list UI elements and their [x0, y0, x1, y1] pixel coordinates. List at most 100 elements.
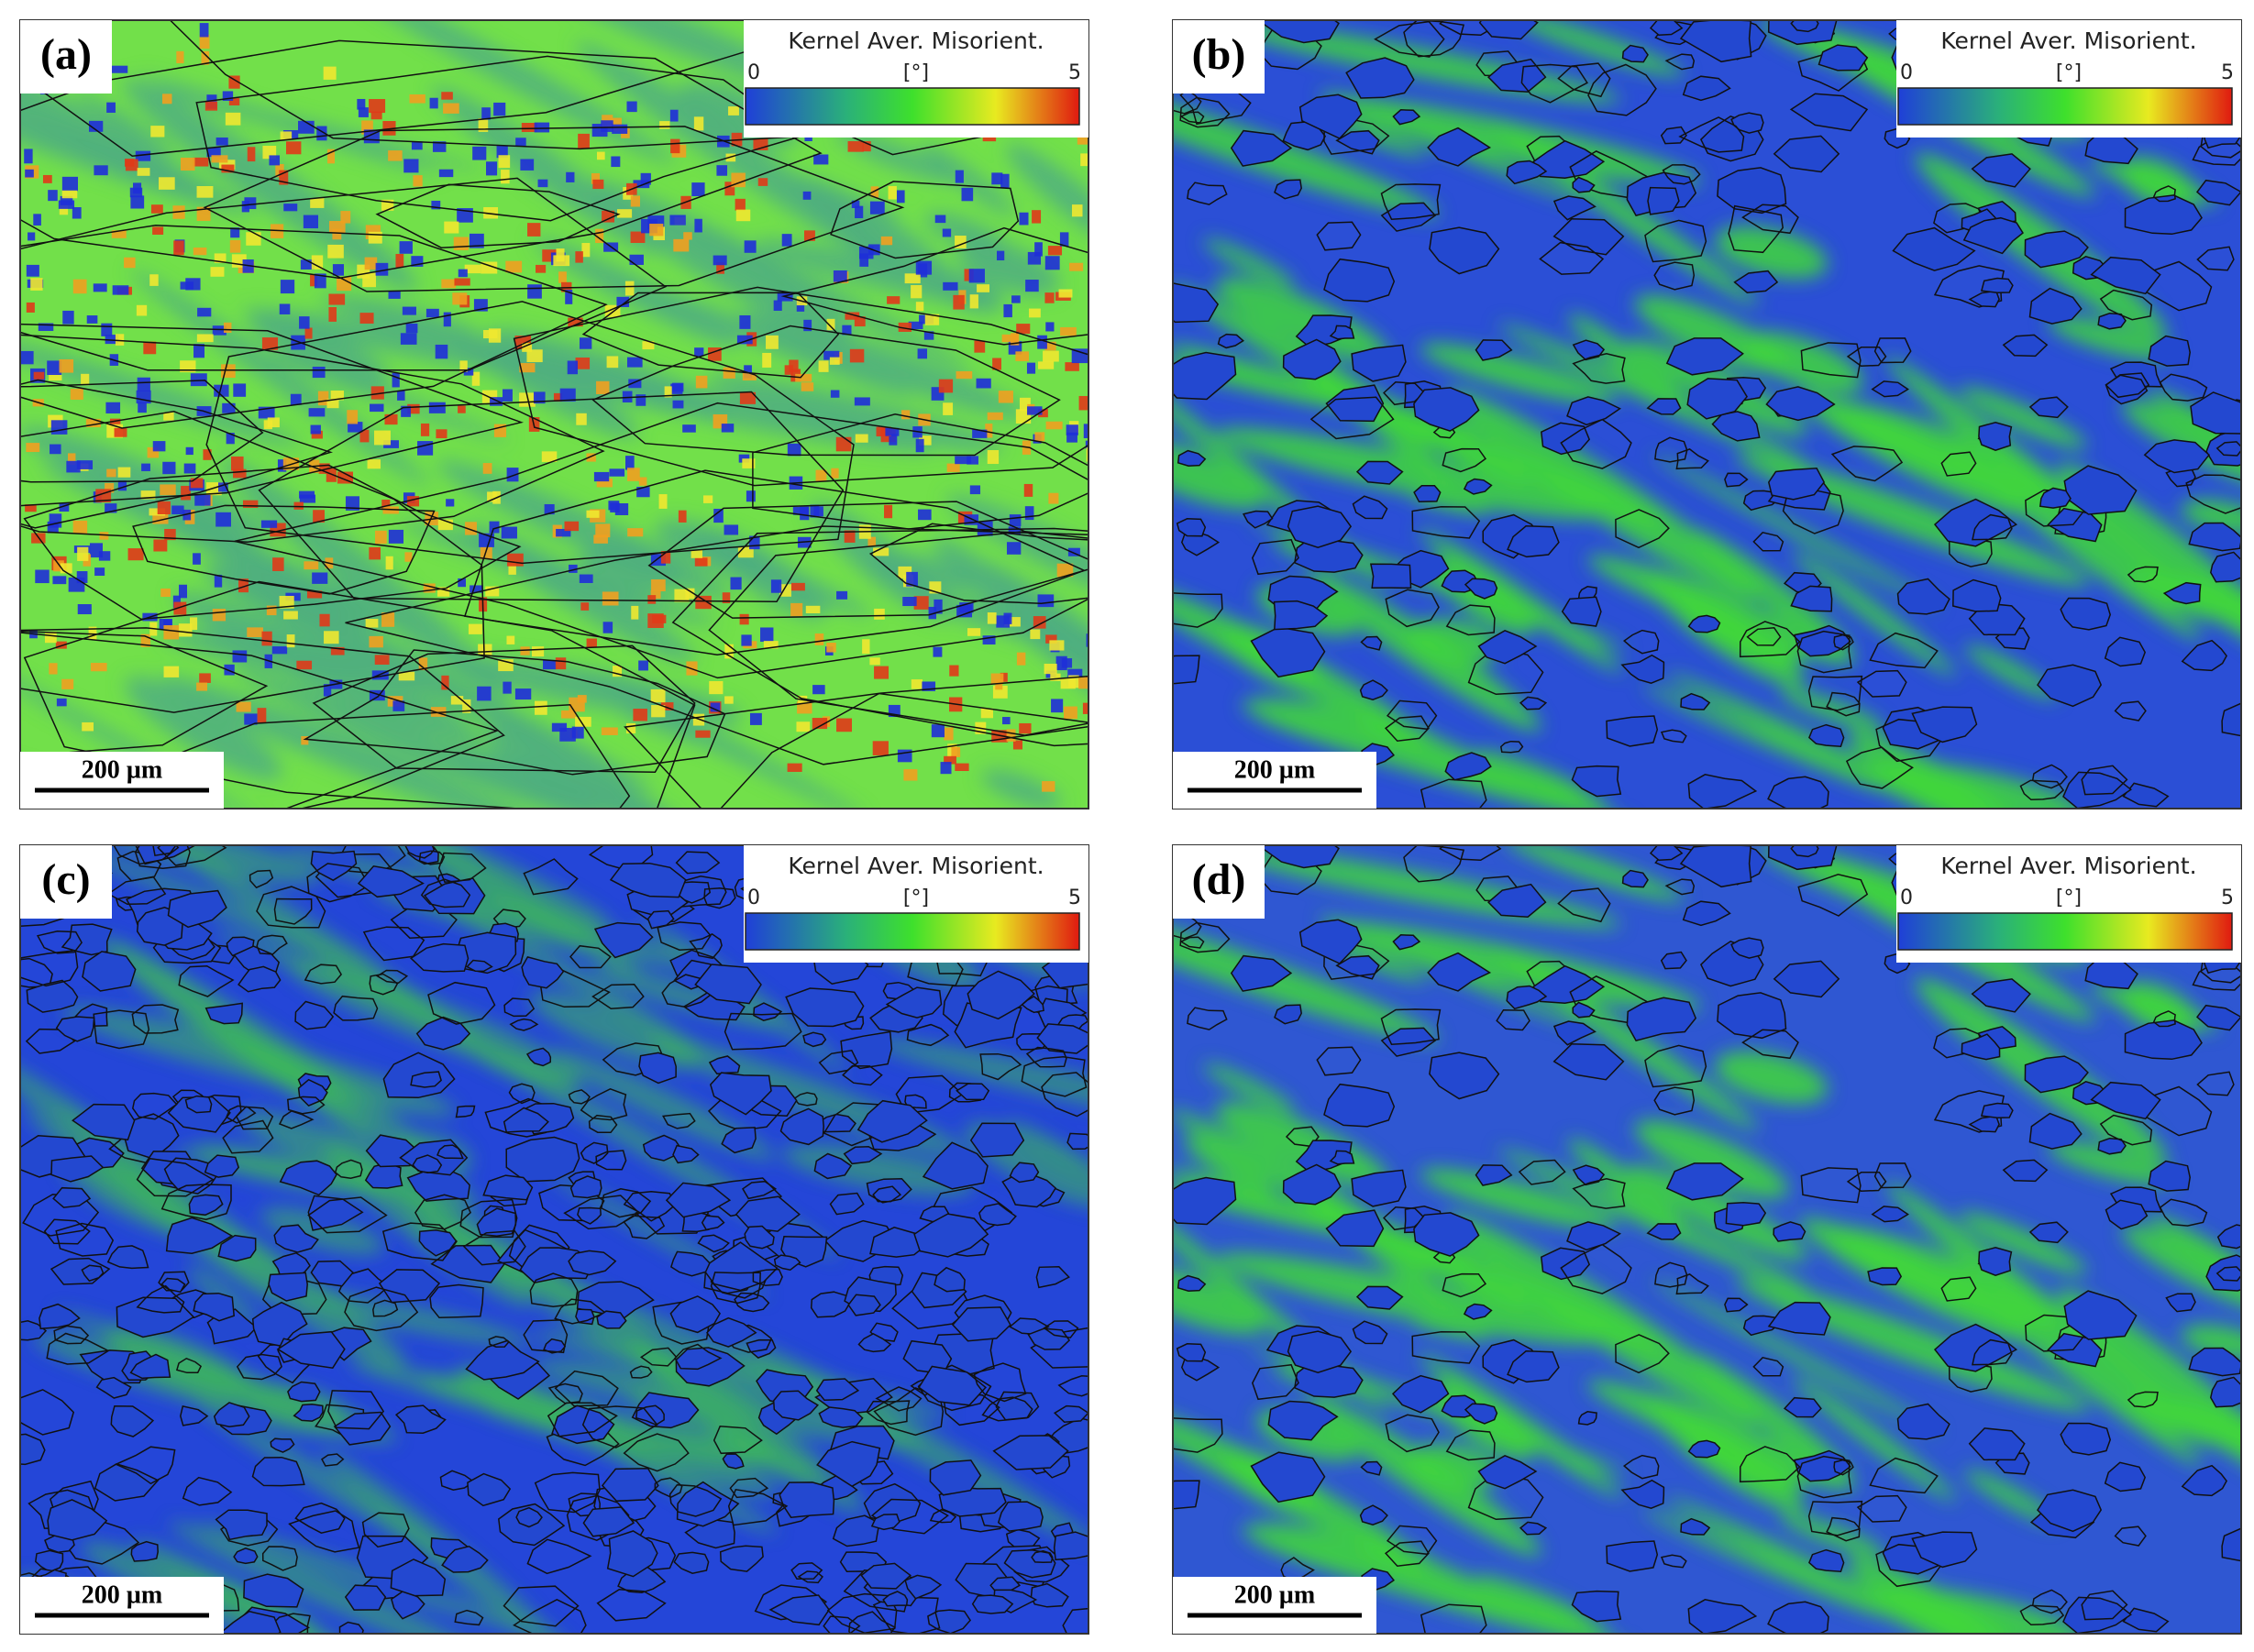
speckle [833, 270, 847, 282]
grain [752, 1268, 783, 1287]
grain [1796, 630, 1852, 674]
speckle [964, 269, 974, 281]
speckle [901, 410, 911, 420]
speckle [147, 446, 160, 458]
grain [1717, 167, 1787, 215]
grain [1380, 1027, 1437, 1057]
grain [1176, 1343, 1207, 1362]
streak [550, 1050, 775, 1161]
speckle [330, 391, 344, 401]
speckle [328, 307, 337, 322]
grain [184, 1095, 213, 1114]
speckle [630, 231, 646, 243]
speckle [1077, 136, 1088, 145]
grain [2143, 439, 2211, 474]
grain [2188, 522, 2241, 552]
scale-bar-label: 200 µm [1234, 1580, 1315, 1609]
grain [1678, 116, 1745, 153]
speckle [1038, 361, 1055, 369]
streak [1216, 427, 1600, 520]
speckle [247, 627, 263, 638]
grain [674, 1343, 723, 1371]
speckle [596, 151, 605, 160]
speckle [1045, 322, 1055, 332]
speckle [826, 318, 835, 331]
grain [1978, 422, 2013, 451]
speckle [721, 424, 735, 433]
speckle [591, 172, 601, 184]
speckle [730, 577, 742, 590]
grain [463, 469, 1087, 655]
streak [1255, 714, 1634, 809]
grain [50, 1155, 105, 1183]
speckle [902, 597, 917, 607]
grain [503, 997, 536, 1018]
grain [595, 1150, 627, 1171]
speckle [884, 504, 893, 519]
speckle [790, 582, 805, 591]
speckle [310, 424, 321, 435]
grain [20, 379, 333, 529]
panel-label: (d) [1192, 855, 1246, 904]
grain [2159, 1198, 2208, 1227]
grain [1682, 75, 1731, 102]
grain [773, 1254, 801, 1272]
speckle [190, 617, 198, 631]
speckle [49, 663, 58, 675]
speckle [308, 408, 326, 417]
speckle [649, 224, 664, 237]
colorbar-title: Kernel Aver. Misorient. [1940, 28, 2196, 54]
speckle [678, 510, 687, 523]
grain [1869, 632, 1939, 669]
speckle [506, 635, 515, 644]
grain [1752, 1356, 1784, 1377]
speckle [642, 341, 655, 350]
speckle [26, 302, 35, 313]
grain [1475, 1164, 1513, 1186]
speckle [964, 514, 978, 525]
speckle [316, 126, 327, 141]
grain [276, 1330, 346, 1370]
grain [1833, 633, 1854, 651]
speckle [647, 595, 657, 604]
grain [1251, 538, 1299, 576]
speckle [976, 378, 991, 389]
grain [2060, 1422, 2111, 1456]
speckle [210, 267, 225, 277]
colorbar-min: 0 [1900, 61, 1913, 84]
grain [94, 1462, 160, 1502]
grain [1445, 1429, 1496, 1461]
grain [1043, 1320, 1079, 1338]
grain [136, 1284, 185, 1314]
grain [1620, 1479, 1665, 1509]
speckle [735, 209, 751, 222]
speckle [581, 243, 591, 258]
grain [721, 1127, 757, 1154]
speckle [851, 200, 860, 209]
speckle [172, 595, 181, 609]
speckle [924, 314, 940, 325]
colorbar-unit: [°] [2056, 61, 2082, 84]
streak [456, 332, 639, 438]
grain [1940, 451, 1977, 477]
speckle [933, 646, 943, 657]
grain [934, 1266, 966, 1293]
speckle [337, 276, 352, 292]
streak [1634, 1119, 1789, 1198]
grain [872, 1185, 902, 1203]
speckle [397, 391, 405, 401]
panel-border [19, 19, 1089, 809]
streak [1848, 731, 2031, 809]
grain [694, 964, 762, 1005]
speckle [269, 155, 281, 166]
speckle [304, 561, 319, 570]
speckle [695, 375, 708, 389]
grain [438, 852, 487, 883]
speckle [1044, 256, 1060, 270]
grain [2039, 487, 2072, 509]
speckle [713, 508, 724, 523]
speckle [340, 211, 351, 224]
grain [20, 1389, 75, 1436]
speckle [898, 322, 912, 332]
grain [601, 1467, 659, 1503]
